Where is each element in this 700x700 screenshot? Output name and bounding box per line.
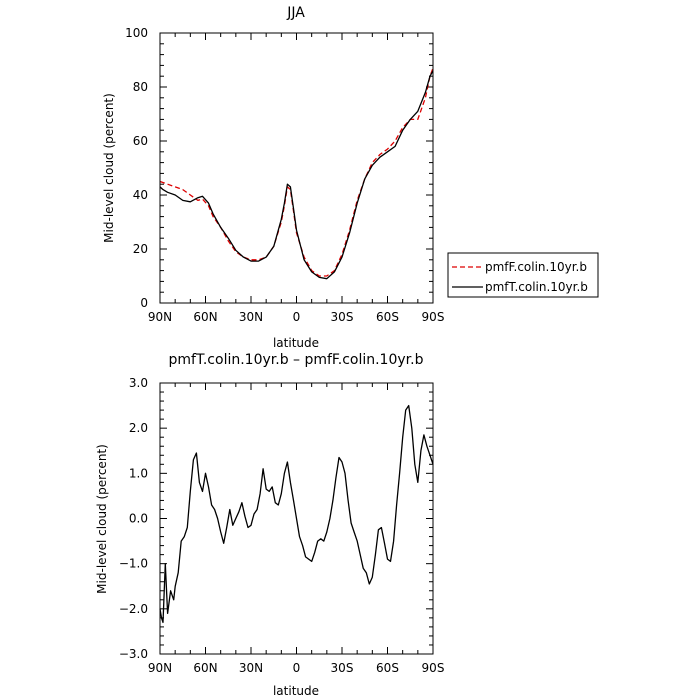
legend-label-pmfF: pmfF.colin.10yr.b (485, 260, 587, 274)
x-tick-label: 0 (293, 661, 301, 675)
top-chart-axes: 90N 60N 30N 0 30S 60S 90S 0 20 40 60 80 100 (125, 26, 444, 324)
x-tick-label: 90N (148, 310, 172, 324)
top-chart-series-line-0 (159, 67, 434, 277)
y-tick-label: 80 (133, 80, 148, 94)
x-tick-label: 90S (422, 310, 445, 324)
y-tick-label: 100 (125, 26, 148, 40)
x-tick-label: 60S (376, 310, 399, 324)
x-tick-label: 60N (193, 661, 217, 675)
y-tick-label: 3.0 (129, 376, 148, 390)
x-tick-label: 90N (148, 661, 172, 675)
x-tick-label: 30S (331, 661, 354, 675)
bottom-chart-series-line-0 (159, 404, 434, 624)
y-tick-label: 0 (140, 296, 148, 310)
legend-label-pmfT: pmfT.colin.10yr.b (485, 280, 588, 294)
y-tick-label: −1.0 (119, 557, 148, 571)
legend: pmfF.colin.10yr.b pmfT.colin.10yr.b (447, 252, 599, 298)
top-chart-xlabel: latitude (273, 336, 319, 350)
y-tick-label: 1.0 (129, 466, 148, 480)
y-tick-label: −2.0 (119, 602, 148, 616)
legend-box (447, 252, 599, 298)
bottom-chart-axes: 90N 60N 30N 0 30S 60S 90S −3.0 −2.0 −1.0 0.0 1.0 2.0… (119, 376, 445, 675)
y-tick-label: 40 (133, 188, 148, 202)
bottom-chart-series (159, 404, 434, 624)
bottom-chart: pmfT.colin.10yr.b – pmfF.colin.10yr.b Mi… (95, 352, 444, 698)
x-tick-label: 30S (331, 310, 354, 324)
x-tick-label: 30N (239, 310, 263, 324)
top-chart-title: JJA (286, 5, 305, 21)
bottom-chart-xlabel: latitude (273, 684, 319, 698)
x-tick-label: 60S (376, 661, 399, 675)
top-chart-series-line-1 (159, 70, 434, 280)
top-chart-ylabel: Mid-level cloud (percent) (102, 93, 116, 243)
x-tick-label: 90S (422, 661, 445, 675)
top-chart-series (159, 67, 434, 280)
top-chart: JJA Mid-level cloud (percent) latitude 9… (102, 5, 444, 350)
y-tick-label: 60 (133, 134, 148, 148)
bottom-chart-ylabel: Mid-level cloud (percent) (95, 444, 109, 594)
bottom-chart-frame (159, 382, 434, 655)
y-tick-label: 2.0 (129, 421, 148, 435)
x-tick-label: 0 (293, 310, 301, 324)
y-tick-label: −3.0 (119, 647, 148, 661)
y-tick-label: 20 (133, 242, 148, 256)
x-tick-label: 60N (193, 310, 217, 324)
y-tick-label: 0.0 (129, 512, 148, 526)
top-chart-frame (159, 32, 434, 304)
x-tick-label: 30N (239, 661, 263, 675)
bottom-chart-title: pmfT.colin.10yr.b – pmfF.colin.10yr.b (169, 352, 424, 368)
